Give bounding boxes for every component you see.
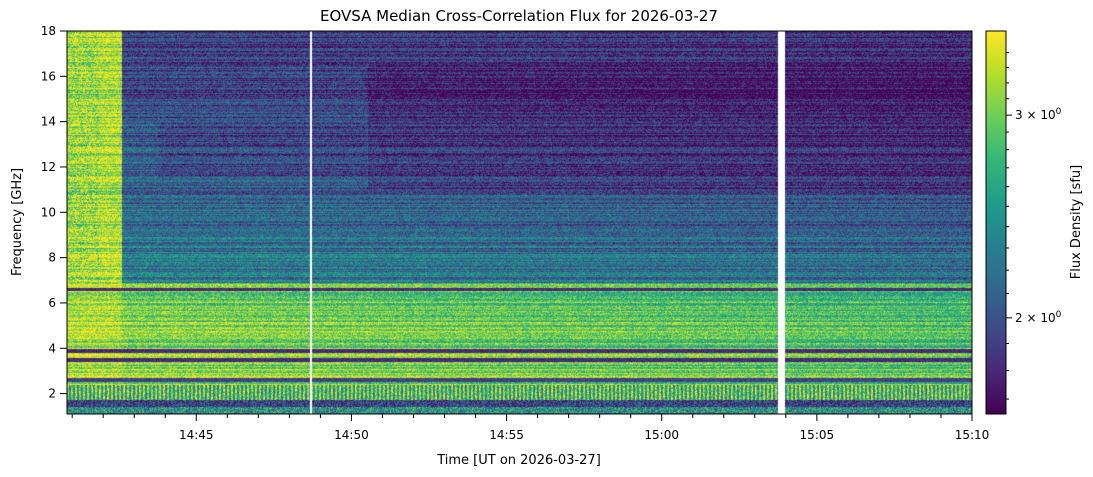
x-axis-label: Time [UT on 2026-03-27] — [436, 453, 601, 468]
colorbar: 2 × 100 3 × 100 Flux Density [sfu] — [985, 30, 1084, 415]
y-tick-label: 10 — [41, 205, 56, 219]
plot-frame — [66, 30, 973, 415]
y-axis: 2 4 6 8 10 12 14 16 18 — [41, 24, 67, 401]
colorbar-tick-label: 2 × 100 — [1015, 310, 1062, 325]
y-tick-label: 16 — [41, 69, 56, 83]
y-tick-label: 4 — [48, 341, 56, 355]
x-tick-label: 15:10 — [955, 428, 990, 442]
y-tick-label: 14 — [41, 115, 56, 129]
x-tick-label: 14:50 — [334, 428, 369, 442]
y-tick-label: 2 — [48, 387, 56, 401]
y-axis-label: Frequency [GHz] — [10, 168, 25, 276]
colorbar-label: Flux Density [sfu] — [1069, 165, 1084, 279]
colorbar-ticks: 2 × 100 3 × 100 — [1006, 52, 1062, 400]
colorbar-gradient — [985, 30, 1007, 415]
x-tick-label: 15:00 — [644, 428, 679, 442]
x-tick-label: 14:55 — [489, 428, 524, 442]
colorbar-tick-label: 3 × 100 — [1015, 107, 1062, 122]
y-tick-label: 8 — [48, 251, 56, 265]
x-tick-label: 14:45 — [179, 428, 214, 442]
x-axis: 14:45 14:50 14:55 15:00 15:05 15:10 — [71, 414, 990, 442]
heatmap — [67, 31, 972, 414]
heatmap-image — [67, 31, 972, 414]
y-tick-label: 6 — [48, 296, 56, 310]
y-tick-label: 18 — [41, 24, 56, 38]
y-tick-label: 12 — [41, 160, 56, 174]
heatmap-canvas-holder — [67, 31, 972, 414]
x-tick-label: 15:05 — [800, 428, 835, 442]
chart-title: EOVSA Median Cross-Correlation Flux for … — [320, 7, 718, 25]
